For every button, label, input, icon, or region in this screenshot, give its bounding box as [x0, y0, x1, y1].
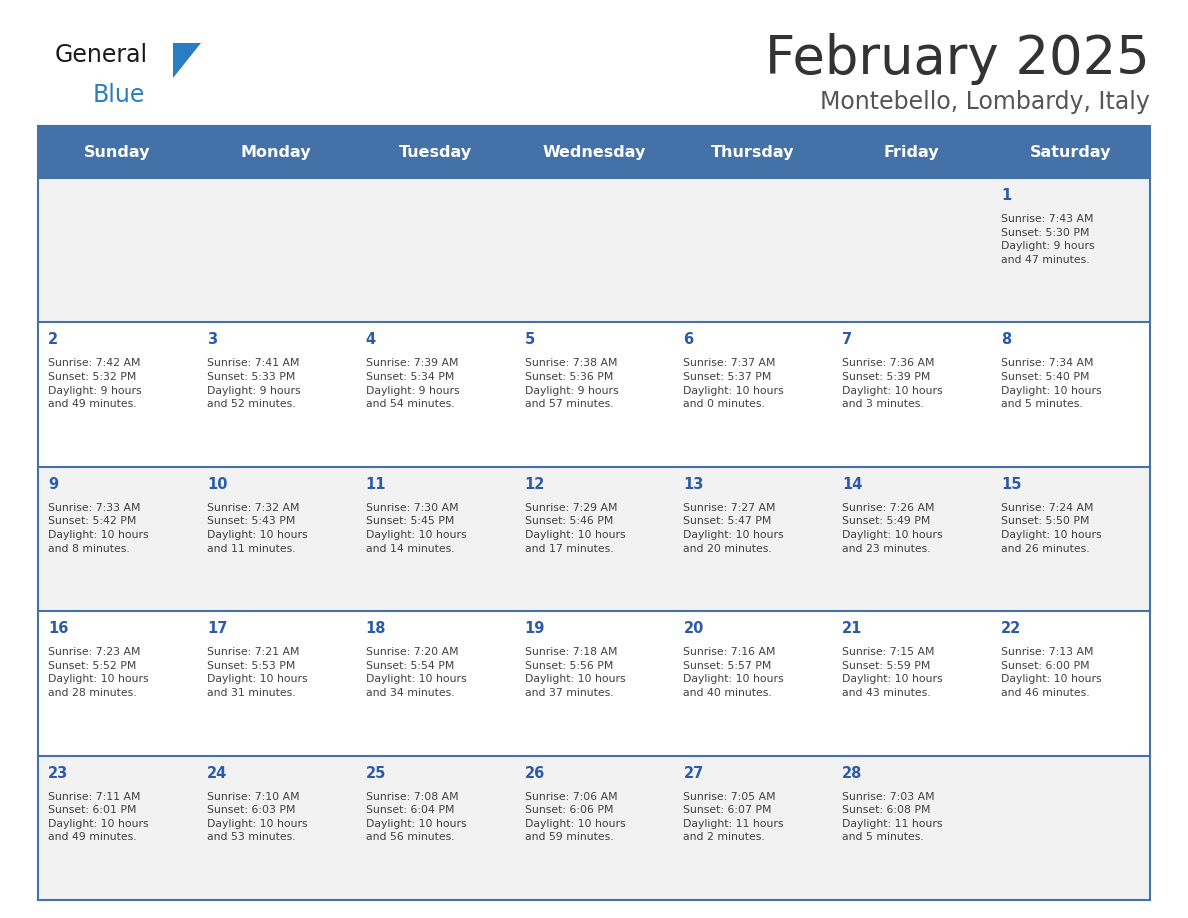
- Text: Sunrise: 7:16 AM
Sunset: 5:57 PM
Daylight: 10 hours
and 40 minutes.: Sunrise: 7:16 AM Sunset: 5:57 PM Dayligh…: [683, 647, 784, 698]
- Text: 10: 10: [207, 476, 227, 492]
- Text: Friday: Friday: [884, 144, 940, 160]
- Text: Sunrise: 7:43 AM
Sunset: 5:30 PM
Daylight: 9 hours
and 47 minutes.: Sunrise: 7:43 AM Sunset: 5:30 PM Dayligh…: [1001, 214, 1095, 264]
- Text: Sunrise: 7:29 AM
Sunset: 5:46 PM
Daylight: 10 hours
and 17 minutes.: Sunrise: 7:29 AM Sunset: 5:46 PM Dayligh…: [525, 503, 625, 554]
- Text: Sunrise: 7:21 AM
Sunset: 5:53 PM
Daylight: 10 hours
and 31 minutes.: Sunrise: 7:21 AM Sunset: 5:53 PM Dayligh…: [207, 647, 308, 698]
- Bar: [38, 178, 1150, 322]
- Text: Sunrise: 7:32 AM
Sunset: 5:43 PM
Daylight: 10 hours
and 11 minutes.: Sunrise: 7:32 AM Sunset: 5:43 PM Dayligh…: [207, 503, 308, 554]
- Text: Sunrise: 7:24 AM
Sunset: 5:50 PM
Daylight: 10 hours
and 26 minutes.: Sunrise: 7:24 AM Sunset: 5:50 PM Dayligh…: [1001, 503, 1101, 554]
- Text: Sunrise: 7:10 AM
Sunset: 6:03 PM
Daylight: 10 hours
and 53 minutes.: Sunrise: 7:10 AM Sunset: 6:03 PM Dayligh…: [207, 791, 308, 843]
- Text: 11: 11: [366, 476, 386, 492]
- Text: 14: 14: [842, 476, 862, 492]
- Text: Sunrise: 7:13 AM
Sunset: 6:00 PM
Daylight: 10 hours
and 46 minutes.: Sunrise: 7:13 AM Sunset: 6:00 PM Dayligh…: [1001, 647, 1101, 698]
- Text: Sunrise: 7:37 AM
Sunset: 5:37 PM
Daylight: 10 hours
and 0 minutes.: Sunrise: 7:37 AM Sunset: 5:37 PM Dayligh…: [683, 358, 784, 409]
- Bar: [38, 126, 1150, 178]
- Text: 24: 24: [207, 766, 227, 780]
- Text: Sunrise: 7:08 AM
Sunset: 6:04 PM
Daylight: 10 hours
and 56 minutes.: Sunrise: 7:08 AM Sunset: 6:04 PM Dayligh…: [366, 791, 467, 843]
- Text: Sunrise: 7:23 AM
Sunset: 5:52 PM
Daylight: 10 hours
and 28 minutes.: Sunrise: 7:23 AM Sunset: 5:52 PM Dayligh…: [48, 647, 148, 698]
- Text: February 2025: February 2025: [765, 33, 1150, 85]
- Text: 2: 2: [48, 332, 58, 347]
- Text: Sunrise: 7:03 AM
Sunset: 6:08 PM
Daylight: 11 hours
and 5 minutes.: Sunrise: 7:03 AM Sunset: 6:08 PM Dayligh…: [842, 791, 943, 843]
- Text: Sunrise: 7:34 AM
Sunset: 5:40 PM
Daylight: 10 hours
and 5 minutes.: Sunrise: 7:34 AM Sunset: 5:40 PM Dayligh…: [1001, 358, 1101, 409]
- Text: Montebello, Lombardy, Italy: Montebello, Lombardy, Italy: [820, 90, 1150, 114]
- Bar: [38, 611, 1150, 756]
- Text: Saturday: Saturday: [1030, 144, 1111, 160]
- Text: 27: 27: [683, 766, 703, 780]
- Text: 28: 28: [842, 766, 862, 780]
- Text: Sunrise: 7:20 AM
Sunset: 5:54 PM
Daylight: 10 hours
and 34 minutes.: Sunrise: 7:20 AM Sunset: 5:54 PM Dayligh…: [366, 647, 467, 698]
- Text: Blue: Blue: [93, 83, 145, 107]
- Text: 6: 6: [683, 332, 694, 347]
- Text: 22: 22: [1001, 621, 1022, 636]
- Text: Sunrise: 7:39 AM
Sunset: 5:34 PM
Daylight: 9 hours
and 54 minutes.: Sunrise: 7:39 AM Sunset: 5:34 PM Dayligh…: [366, 358, 460, 409]
- Text: 12: 12: [525, 476, 545, 492]
- Text: 17: 17: [207, 621, 227, 636]
- Text: Sunrise: 7:36 AM
Sunset: 5:39 PM
Daylight: 10 hours
and 3 minutes.: Sunrise: 7:36 AM Sunset: 5:39 PM Dayligh…: [842, 358, 943, 409]
- Text: Sunrise: 7:27 AM
Sunset: 5:47 PM
Daylight: 10 hours
and 20 minutes.: Sunrise: 7:27 AM Sunset: 5:47 PM Dayligh…: [683, 503, 784, 554]
- Text: Sunrise: 7:15 AM
Sunset: 5:59 PM
Daylight: 10 hours
and 43 minutes.: Sunrise: 7:15 AM Sunset: 5:59 PM Dayligh…: [842, 647, 943, 698]
- Text: Sunrise: 7:11 AM
Sunset: 6:01 PM
Daylight: 10 hours
and 49 minutes.: Sunrise: 7:11 AM Sunset: 6:01 PM Dayligh…: [48, 791, 148, 843]
- Text: 16: 16: [48, 621, 69, 636]
- Text: 5: 5: [525, 332, 535, 347]
- Text: 1: 1: [1001, 188, 1011, 203]
- Text: General: General: [55, 43, 148, 67]
- Text: 26: 26: [525, 766, 545, 780]
- Text: Sunday: Sunday: [84, 144, 151, 160]
- Text: Monday: Monday: [241, 144, 311, 160]
- Text: 7: 7: [842, 332, 853, 347]
- Text: 19: 19: [525, 621, 545, 636]
- Text: 4: 4: [366, 332, 375, 347]
- Text: 23: 23: [48, 766, 68, 780]
- Text: 25: 25: [366, 766, 386, 780]
- Text: Sunrise: 7:18 AM
Sunset: 5:56 PM
Daylight: 10 hours
and 37 minutes.: Sunrise: 7:18 AM Sunset: 5:56 PM Dayligh…: [525, 647, 625, 698]
- Text: Sunrise: 7:33 AM
Sunset: 5:42 PM
Daylight: 10 hours
and 8 minutes.: Sunrise: 7:33 AM Sunset: 5:42 PM Dayligh…: [48, 503, 148, 554]
- Text: Sunrise: 7:38 AM
Sunset: 5:36 PM
Daylight: 9 hours
and 57 minutes.: Sunrise: 7:38 AM Sunset: 5:36 PM Dayligh…: [525, 358, 618, 409]
- Text: Sunrise: 7:30 AM
Sunset: 5:45 PM
Daylight: 10 hours
and 14 minutes.: Sunrise: 7:30 AM Sunset: 5:45 PM Dayligh…: [366, 503, 467, 554]
- Text: Sunrise: 7:42 AM
Sunset: 5:32 PM
Daylight: 9 hours
and 49 minutes.: Sunrise: 7:42 AM Sunset: 5:32 PM Dayligh…: [48, 358, 141, 409]
- Text: 3: 3: [207, 332, 217, 347]
- Text: Sunrise: 7:05 AM
Sunset: 6:07 PM
Daylight: 11 hours
and 2 minutes.: Sunrise: 7:05 AM Sunset: 6:07 PM Dayligh…: [683, 791, 784, 843]
- Text: 21: 21: [842, 621, 862, 636]
- Text: Thursday: Thursday: [712, 144, 795, 160]
- Text: 15: 15: [1001, 476, 1022, 492]
- Text: 20: 20: [683, 621, 703, 636]
- Text: Wednesday: Wednesday: [542, 144, 646, 160]
- Bar: [38, 322, 1150, 466]
- Text: Sunrise: 7:26 AM
Sunset: 5:49 PM
Daylight: 10 hours
and 23 minutes.: Sunrise: 7:26 AM Sunset: 5:49 PM Dayligh…: [842, 503, 943, 554]
- Bar: [38, 466, 1150, 611]
- Text: 8: 8: [1001, 332, 1011, 347]
- Text: 18: 18: [366, 621, 386, 636]
- Bar: [38, 756, 1150, 900]
- Text: Sunrise: 7:41 AM
Sunset: 5:33 PM
Daylight: 9 hours
and 52 minutes.: Sunrise: 7:41 AM Sunset: 5:33 PM Dayligh…: [207, 358, 301, 409]
- Text: Sunrise: 7:06 AM
Sunset: 6:06 PM
Daylight: 10 hours
and 59 minutes.: Sunrise: 7:06 AM Sunset: 6:06 PM Dayligh…: [525, 791, 625, 843]
- Polygon shape: [173, 43, 201, 78]
- Text: 13: 13: [683, 476, 703, 492]
- Text: 9: 9: [48, 476, 58, 492]
- Text: Tuesday: Tuesday: [399, 144, 472, 160]
